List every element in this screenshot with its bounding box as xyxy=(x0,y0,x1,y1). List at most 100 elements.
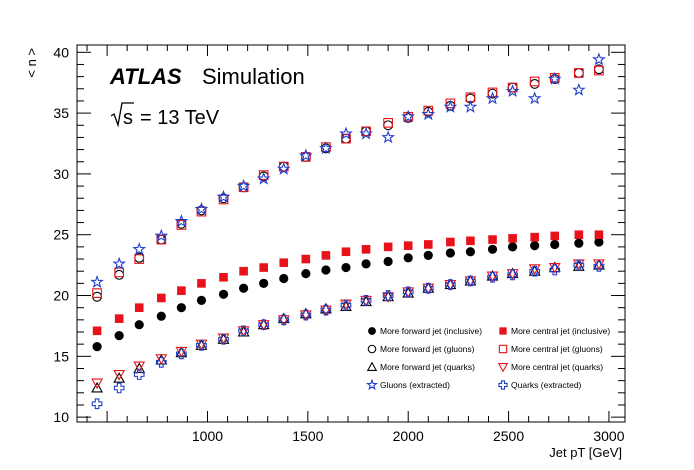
data-point xyxy=(278,314,290,326)
data-point xyxy=(90,274,104,288)
data-point xyxy=(464,276,477,288)
y-axis-title: < n > xyxy=(24,48,39,78)
data-point xyxy=(463,99,478,113)
data-point xyxy=(197,279,206,288)
data-point xyxy=(196,340,207,351)
data-point xyxy=(465,275,476,287)
data-point xyxy=(156,311,166,321)
data-point xyxy=(422,283,435,295)
legend-marker xyxy=(497,363,509,373)
data-point xyxy=(176,348,187,360)
legend-entry: More forward jet (gluons) xyxy=(367,344,475,354)
data-point xyxy=(383,256,393,267)
data-point xyxy=(114,331,124,341)
data-point xyxy=(154,228,169,242)
y-tick-label: 20 xyxy=(53,288,69,304)
data-point xyxy=(133,362,146,374)
legend-label: More central jet (inclusive) xyxy=(511,326,610,336)
data-point xyxy=(383,242,393,252)
sqrt-symbol xyxy=(110,102,134,128)
legend-label: More forward jet (gluons) xyxy=(380,344,475,354)
data-point xyxy=(157,293,166,303)
data-point xyxy=(530,232,539,242)
x-tick-label: 3000 xyxy=(593,428,624,444)
data-point xyxy=(113,382,125,394)
data-point xyxy=(592,52,606,66)
data-point xyxy=(383,117,393,128)
data-point xyxy=(319,141,333,155)
x-tick-label: 1000 xyxy=(192,428,223,444)
data-point xyxy=(259,278,269,288)
data-point xyxy=(507,82,518,93)
data-point xyxy=(361,259,371,269)
data-point xyxy=(445,98,456,109)
data-point xyxy=(174,214,189,228)
data-point xyxy=(92,291,103,302)
data-point xyxy=(156,234,167,245)
data-point xyxy=(301,254,311,264)
data-point xyxy=(218,333,229,345)
legend-entry: More forward jet (inclusive) xyxy=(368,326,482,336)
data-point xyxy=(216,189,231,203)
data-point xyxy=(401,109,416,123)
data-point xyxy=(258,319,270,331)
legend-label: More forward jet (quarks) xyxy=(380,362,475,372)
data-point xyxy=(133,369,145,380)
data-point xyxy=(402,286,415,298)
data-point xyxy=(443,99,458,113)
data-point xyxy=(300,152,311,162)
data-point xyxy=(91,381,104,393)
legend-marker xyxy=(498,344,508,354)
data-point xyxy=(383,120,394,131)
data-point xyxy=(134,303,144,312)
legend-marker xyxy=(368,327,376,335)
x-tick-label: 2500 xyxy=(493,428,524,444)
legend-entry: More forward jet (quarks) xyxy=(366,361,475,372)
data-point xyxy=(445,279,456,290)
data-point xyxy=(133,361,146,373)
legend-label: More forward jet (inclusive) xyxy=(380,326,482,336)
data-point xyxy=(237,326,250,337)
data-point xyxy=(529,76,540,87)
legend-entry: Gluons (extracted) xyxy=(365,378,450,391)
data-point xyxy=(485,91,500,105)
y-tick-label: 15 xyxy=(53,348,69,364)
data-point xyxy=(360,295,372,306)
data-point xyxy=(593,260,605,272)
legend-label: More central jet (gluons) xyxy=(511,344,603,354)
data-point xyxy=(446,237,455,247)
data-point xyxy=(487,87,498,98)
data-point xyxy=(239,283,249,293)
data-point xyxy=(594,230,604,240)
x-axis-title: Jet pT [GeV] xyxy=(549,445,622,460)
data-point xyxy=(403,253,413,263)
data-point xyxy=(529,265,541,277)
data-point xyxy=(423,250,433,260)
data-point xyxy=(259,263,268,272)
data-point xyxy=(177,286,186,295)
data-point xyxy=(113,372,126,383)
energy-value: = 13 TeV xyxy=(140,107,220,129)
data-point xyxy=(300,309,312,321)
data-point xyxy=(507,242,518,252)
legend-marker xyxy=(498,380,508,390)
data-point xyxy=(549,264,561,276)
data-point xyxy=(279,273,289,284)
data-point xyxy=(488,235,497,244)
axis-ticks xyxy=(77,45,625,422)
data-point xyxy=(219,272,228,282)
legend-marker xyxy=(367,344,377,354)
simulation-label: Simulation xyxy=(202,64,305,89)
data-point xyxy=(381,130,395,144)
data-point xyxy=(218,289,229,299)
data-point xyxy=(279,258,289,267)
data-point xyxy=(320,304,332,316)
data-point xyxy=(113,370,126,381)
atlas-label: ATLAS Simulation xyxy=(109,64,305,89)
data-point xyxy=(132,242,147,256)
data-point xyxy=(508,234,517,243)
data-point xyxy=(239,266,248,276)
data-point xyxy=(238,182,249,193)
legend-marker xyxy=(366,361,378,371)
data-point xyxy=(114,269,125,280)
